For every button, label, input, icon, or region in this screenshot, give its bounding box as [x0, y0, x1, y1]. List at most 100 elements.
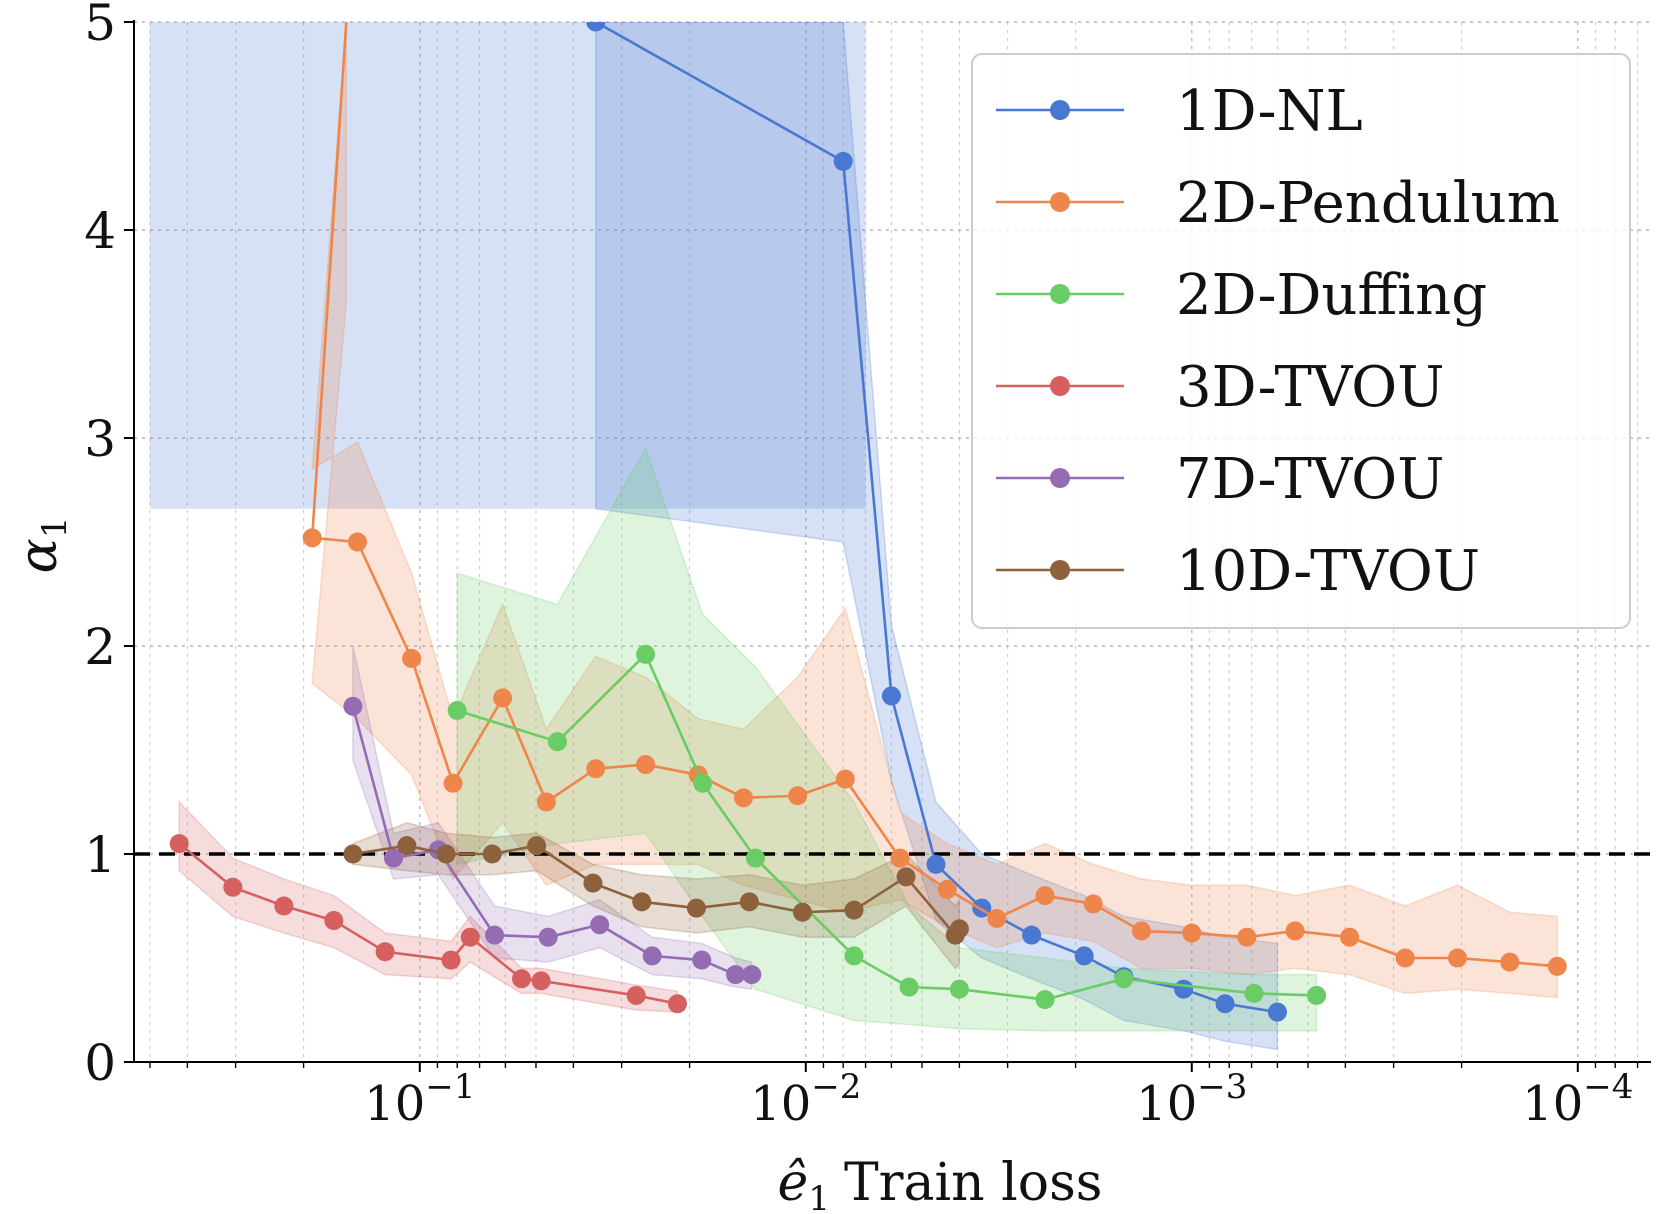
data-point-2d-duffing [1035, 990, 1055, 1010]
x-tick-label: 10−2 [750, 1067, 861, 1132]
data-point-3d-tvou [441, 950, 461, 970]
data-point-10d-tvou [949, 919, 969, 939]
x-tick-exponent: −3 [1197, 1067, 1247, 1107]
data-point-3d-tvou [531, 971, 551, 991]
data-point-2d-pendulum [1083, 894, 1103, 914]
x-tick-base: 10 [364, 1076, 425, 1132]
data-point-2d-pendulum [987, 908, 1007, 928]
x-axis-label-subscript: 1 [808, 1179, 830, 1214]
data-point-2d-pendulum [788, 786, 808, 806]
data-point-10d-tvou [632, 892, 652, 912]
data-point-1d-nl [881, 686, 901, 706]
data-point-7d-tvou [538, 927, 558, 947]
series-line-2d-duffing [456, 653, 1317, 1001]
band-7d-tvou [352, 645, 753, 991]
data-point-7d-tvou [485, 925, 505, 945]
data-point-10d-tvou [436, 844, 456, 864]
x-tick-base: 10 [1136, 1076, 1197, 1132]
legend: 1D-NL 2D-Pendulum 2D-Duffing 3D-TVOU 7D-TVOU… [971, 53, 1631, 629]
data-point-2d-pendulum [402, 648, 422, 668]
data-point-2d-pendulum [1447, 948, 1467, 968]
data-point-2d-duffing [547, 732, 567, 752]
legend-entry-1d-nl: 1D-NL [996, 79, 1363, 144]
legend-entry-2d-duffing: 2D-Duffing [996, 263, 1487, 328]
y-tick-label: 1 [84, 826, 116, 884]
x-axis-label: ê1 Train loss [778, 1153, 1103, 1214]
series-lines [169, 22, 1567, 1022]
data-point-2d-duffing [949, 979, 969, 999]
legend-swatch-marker [1050, 560, 1070, 580]
data-point-2d-pendulum [1285, 921, 1305, 941]
data-point-10d-tvou [583, 873, 603, 893]
x-tick-exponent: −2 [811, 1067, 861, 1107]
data-point-2d-duffing [693, 773, 713, 793]
data-point-10d-tvou [844, 900, 864, 920]
x-tick-exponent: −4 [1583, 1067, 1633, 1107]
data-point-7d-tvou [692, 950, 712, 970]
y-tick-label: 5 [84, 0, 116, 52]
legend-entry-7d-tvou: 7D-TVOU [996, 447, 1444, 512]
legend-label: 10D-TVOU [1176, 539, 1480, 604]
data-point-3d-tvou [667, 994, 687, 1014]
data-point-10d-tvou [896, 867, 916, 887]
series-line-7d-tvou [351, 705, 752, 976]
data-point-1d-nl [926, 854, 946, 874]
legend-box [971, 53, 1631, 629]
data-point-1d-nl [1174, 979, 1194, 999]
data-point-10d-tvou [527, 836, 547, 856]
data-point-2d-pendulum [1500, 952, 1520, 972]
y-axis-label-symbol: α [9, 538, 69, 573]
data-point-2d-duffing [899, 977, 919, 997]
data-point-2d-pendulum [890, 848, 910, 868]
data-point-2d-pendulum [536, 792, 556, 812]
x-tick-label: 10−1 [364, 1067, 475, 1132]
data-point-3d-tvou [324, 911, 344, 931]
data-point-2d-pendulum [835, 769, 855, 789]
data-point-10d-tvou [792, 902, 812, 922]
y-tick-label: 0 [84, 1034, 116, 1092]
legend-label: 2D-Duffing [1176, 263, 1487, 328]
data-point-2d-pendulum [636, 755, 656, 775]
x-axis-label-text: Train loss [844, 1153, 1103, 1213]
data-point-1d-nl [833, 151, 853, 171]
data-point-2d-duffing [844, 946, 864, 966]
data-point-3d-tvou [223, 877, 243, 897]
x-tick-exponent: −1 [425, 1067, 475, 1107]
band-1d-nl [595, 22, 1279, 1051]
data-point-2d-pendulum [347, 532, 367, 552]
legend-label: 3D-TVOU [1176, 355, 1444, 420]
data-point-2d-duffing [447, 700, 467, 720]
data-point-7d-tvou [742, 965, 762, 985]
y-tick-label: 2 [84, 618, 116, 676]
legend-swatch-marker [1050, 284, 1070, 304]
data-point-10d-tvou [343, 844, 363, 864]
x-tick-base: 10 [1522, 1076, 1583, 1132]
band-2d-pendulum [311, 22, 1559, 999]
data-point-2d-pendulum [1182, 923, 1202, 943]
data-point-2d-pendulum [302, 528, 322, 548]
data-point-2d-duffing [745, 848, 765, 868]
data-point-2d-pendulum [1340, 927, 1360, 947]
data-point-1d-nl [1267, 1002, 1287, 1022]
legend-swatch-marker [1050, 376, 1070, 396]
legend-label: 2D-Pendulum [1176, 171, 1560, 236]
legend-swatch-marker [1050, 100, 1070, 120]
y-axis-label-subscript: 1 [35, 517, 75, 539]
y-tick-label: 3 [84, 410, 116, 468]
data-point-3d-tvou [626, 985, 646, 1005]
x-tick-base: 10 [750, 1076, 811, 1132]
band-1d-nl-top [149, 22, 866, 509]
data-point-10d-tvou [482, 844, 502, 864]
data-point-7d-tvou [726, 965, 746, 985]
data-point-2d-duffing [1244, 983, 1264, 1003]
data-point-2d-pendulum [1547, 956, 1567, 976]
legend-entry-3d-tvou: 3D-TVOU [996, 355, 1444, 420]
y-axis-label: α1 [9, 517, 75, 574]
data-point-2d-pendulum [1395, 948, 1415, 968]
legend-swatch-marker [1050, 468, 1070, 488]
data-point-3d-tvou [512, 969, 532, 989]
band-2d-duffing [456, 446, 1318, 1032]
data-point-2d-pendulum [937, 879, 957, 899]
